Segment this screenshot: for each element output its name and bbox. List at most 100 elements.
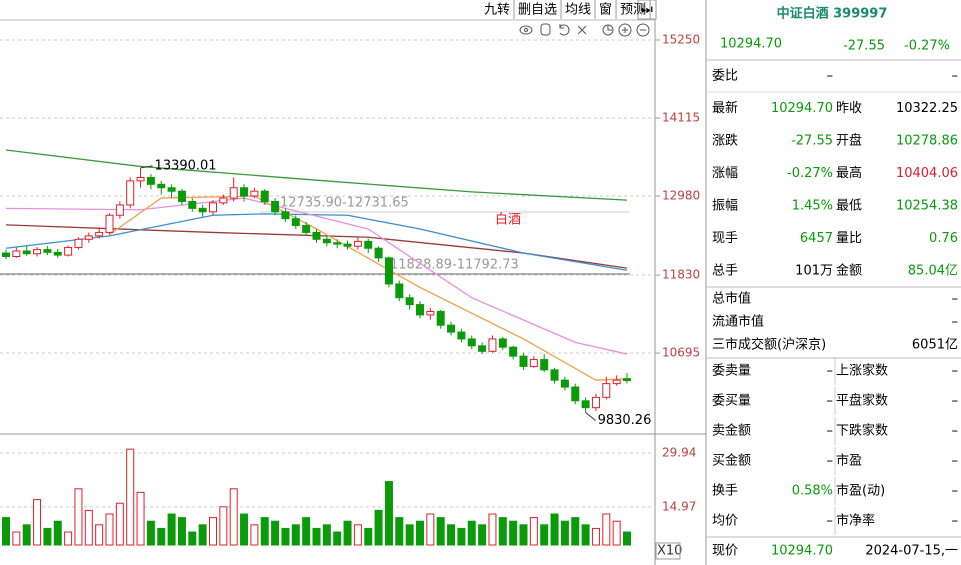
volume-bar bbox=[612, 520, 621, 546]
y-tick-label: 15250 bbox=[662, 33, 700, 47]
field-label: 委比 bbox=[712, 69, 738, 84]
field-value: 6457 bbox=[800, 231, 833, 246]
moving-average bbox=[5, 197, 628, 355]
field-label: 流通市值 bbox=[712, 314, 764, 330]
volume-bar bbox=[146, 520, 155, 546]
volume-bar bbox=[623, 531, 631, 546]
volume-bar bbox=[209, 517, 217, 546]
candle-body bbox=[488, 338, 497, 352]
volume-bar bbox=[498, 517, 507, 546]
field-value: 101万 bbox=[795, 264, 833, 279]
moving-average bbox=[5, 224, 628, 269]
volume-bar bbox=[84, 509, 93, 546]
volume-bar bbox=[384, 481, 393, 546]
volume-bar bbox=[333, 531, 342, 546]
candle-body bbox=[426, 310, 435, 316]
low-label: 9830.26 bbox=[598, 413, 652, 428]
volume-bar bbox=[591, 527, 600, 546]
candle-body bbox=[623, 378, 631, 382]
candle-body bbox=[240, 187, 249, 197]
candle-body bbox=[64, 247, 73, 256]
field-label: 市净率 bbox=[836, 513, 875, 529]
candle-body bbox=[291, 218, 300, 227]
volume-bar bbox=[560, 520, 569, 546]
volume-bar bbox=[188, 531, 197, 546]
volume-bar bbox=[22, 524, 31, 546]
field-label: 开盘 bbox=[836, 133, 862, 149]
candle-body bbox=[157, 183, 166, 189]
candle-body bbox=[467, 338, 476, 347]
volume-bar bbox=[467, 520, 476, 546]
candle-body bbox=[560, 379, 569, 388]
volume-bar bbox=[312, 527, 321, 546]
high-label: 13390.01 bbox=[155, 158, 217, 173]
candle-body bbox=[167, 187, 176, 192]
candle-body bbox=[271, 201, 280, 213]
field-value: – bbox=[952, 315, 959, 330]
field-value: 10254.38 bbox=[896, 199, 958, 214]
field-label: 卖金额 bbox=[712, 423, 751, 439]
candle-body bbox=[591, 396, 600, 409]
y-tick-label: 11830 bbox=[662, 268, 700, 282]
candle-body bbox=[602, 383, 611, 398]
volume-bar bbox=[302, 517, 311, 546]
y-tick-label: 29.94 bbox=[662, 445, 696, 459]
volume-bar bbox=[488, 513, 497, 546]
volume-bar bbox=[457, 527, 466, 546]
field-value: 0.76 bbox=[929, 231, 958, 246]
field-value: 10322.25 bbox=[896, 101, 958, 116]
candle-body bbox=[322, 238, 331, 244]
toolbar-button[interactable]: 九转 bbox=[484, 3, 510, 18]
volume-bar bbox=[395, 517, 404, 546]
toolbar-button[interactable]: 窗 bbox=[599, 2, 612, 18]
y-tick-label: 12980 bbox=[662, 189, 700, 203]
volume-bar bbox=[136, 491, 145, 546]
candle-body bbox=[612, 379, 621, 385]
volume-bar bbox=[281, 527, 290, 546]
leader bbox=[140, 165, 153, 169]
volume-bar bbox=[343, 520, 352, 546]
field-value: – bbox=[827, 454, 834, 469]
field-label: 均价 bbox=[712, 514, 738, 529]
volume-bar bbox=[219, 506, 228, 546]
volume-bar bbox=[53, 520, 62, 546]
volume-bar bbox=[447, 524, 456, 546]
toolbar-button[interactable]: 均线 bbox=[565, 3, 591, 18]
candle-body bbox=[260, 190, 269, 203]
field-value: 10294.70 bbox=[771, 101, 833, 116]
volume-bar bbox=[581, 524, 590, 546]
toolbar-button[interactable]: 删自选 bbox=[518, 3, 557, 18]
candle-body bbox=[177, 190, 186, 203]
toolbar-button[interactable]: 预测 bbox=[620, 3, 646, 18]
candle-body bbox=[540, 359, 549, 371]
candle-body bbox=[395, 283, 404, 299]
volume-bar bbox=[167, 513, 176, 546]
field-value: – bbox=[952, 514, 959, 529]
candle-body bbox=[126, 180, 135, 206]
change: -27.55 bbox=[843, 39, 885, 54]
tool-icons[interactable] bbox=[519, 23, 650, 37]
field-value: – bbox=[952, 394, 959, 409]
field-value: 10294.70 bbox=[771, 544, 833, 559]
volume-bar bbox=[74, 488, 83, 546]
volume-bar bbox=[478, 524, 487, 546]
more-button[interactable] bbox=[637, 0, 657, 20]
field-label: 平盘家数 bbox=[836, 393, 888, 409]
field-label: 涨幅 bbox=[712, 166, 738, 181]
field-value: – bbox=[952, 69, 959, 84]
volume-bar bbox=[374, 509, 383, 546]
field-label: 最高 bbox=[836, 165, 862, 181]
volume-bar bbox=[602, 513, 611, 546]
candle-body bbox=[74, 238, 83, 249]
field-label: 现手 bbox=[712, 231, 738, 246]
field-label: 总市值 bbox=[712, 291, 751, 307]
field-label: 涨跌 bbox=[712, 133, 738, 149]
candle-body bbox=[333, 242, 342, 245]
candle-body bbox=[529, 359, 538, 367]
volume-unit: X10 bbox=[657, 544, 682, 559]
field-value: 10404.06 bbox=[896, 166, 958, 181]
moving-average bbox=[5, 213, 628, 271]
field-label: 市盈(动) bbox=[836, 483, 885, 499]
candle-body bbox=[115, 204, 124, 216]
